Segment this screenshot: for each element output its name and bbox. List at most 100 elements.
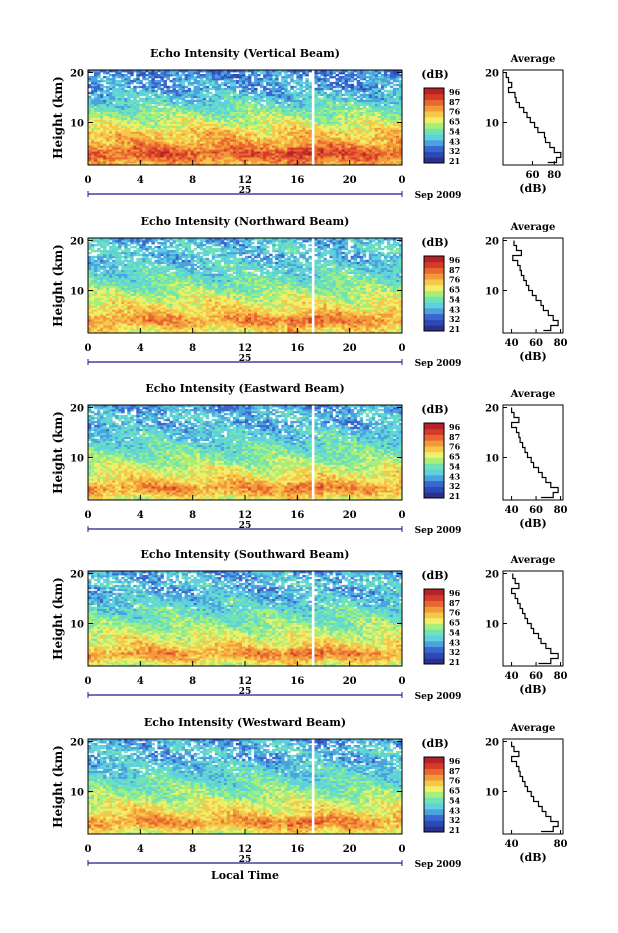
heatmap-cell bbox=[88, 96, 91, 98]
heatmap-cell bbox=[103, 96, 106, 98]
heatmap-cell bbox=[393, 84, 396, 86]
heatmap-cell bbox=[327, 78, 330, 80]
heatmap-cell bbox=[342, 98, 345, 100]
heatmap-cell bbox=[287, 82, 290, 84]
heatmap-cell bbox=[357, 96, 360, 98]
x-tick-label: 20 bbox=[343, 175, 357, 186]
heatmap-cell bbox=[275, 106, 278, 108]
panel-title: Echo Intensity (Northward Beam) bbox=[141, 215, 350, 228]
heatmap-cell bbox=[109, 74, 112, 76]
heatmap-cell bbox=[236, 86, 239, 88]
heatmap-cell bbox=[299, 100, 302, 102]
heatmap-cell bbox=[278, 102, 281, 104]
heatmap-cell bbox=[324, 92, 327, 94]
colorbar-swatch bbox=[424, 111, 444, 117]
heatmap-cell bbox=[336, 74, 339, 76]
heatmap-cell bbox=[248, 74, 251, 76]
heatmap-cell bbox=[115, 88, 118, 90]
heatmap-cell bbox=[293, 86, 296, 88]
heatmap-cell bbox=[251, 104, 254, 106]
heatmap-cell bbox=[366, 76, 369, 78]
heatmap-cell bbox=[384, 90, 387, 92]
heatmap-cell bbox=[185, 74, 188, 76]
heatmap-cell bbox=[154, 80, 157, 82]
heatmap-cell bbox=[133, 86, 136, 88]
heatmap-cell bbox=[266, 92, 269, 94]
heatmap-cell bbox=[348, 90, 351, 92]
heatmap-cell bbox=[209, 92, 212, 94]
heatmap-cell bbox=[194, 86, 197, 88]
colorbar-swatch bbox=[424, 134, 444, 140]
heatmap-cell bbox=[163, 80, 166, 82]
heatmap-cell bbox=[121, 74, 124, 76]
heatmap-cell bbox=[345, 74, 348, 76]
heatmap-cell bbox=[284, 106, 287, 108]
heatmap-cell bbox=[230, 96, 233, 98]
profile-x-tick-label: 60 bbox=[525, 170, 539, 181]
heatmap-cell bbox=[179, 74, 182, 76]
heatmap-cell bbox=[248, 102, 251, 104]
heatmap-cell bbox=[236, 74, 239, 76]
heatmap-cell bbox=[281, 76, 284, 78]
heatmap-cell bbox=[260, 104, 263, 106]
heatmap-cell bbox=[251, 96, 254, 98]
heatmap-cell bbox=[160, 84, 163, 86]
heatmap-cell bbox=[218, 84, 221, 86]
colorbar: 9687766554433221 bbox=[424, 87, 461, 166]
colorbar-tick-label: 21 bbox=[449, 156, 460, 166]
heatmap-cell bbox=[269, 88, 272, 90]
heatmap-cell bbox=[293, 90, 296, 92]
heatmap-cell bbox=[254, 88, 257, 90]
heatmap-cell bbox=[305, 78, 308, 80]
heatmap-cell bbox=[142, 98, 145, 100]
heatmap-cell bbox=[366, 108, 369, 110]
heatmap-cell bbox=[336, 104, 339, 106]
heatmap bbox=[88, 70, 402, 165]
panel-0: Echo Intensity (Vertical Beam)2010Height… bbox=[51, 47, 563, 201]
heatmap-cell bbox=[336, 90, 339, 92]
heatmap-cell bbox=[390, 106, 393, 108]
colorbar-tick-label: 65 bbox=[449, 117, 460, 127]
heatmap-cell bbox=[103, 90, 106, 92]
heatmap-cell bbox=[278, 82, 281, 84]
heatmap-cell bbox=[360, 108, 363, 110]
heatmap-cell bbox=[290, 92, 293, 94]
heatmap-cell bbox=[221, 88, 224, 90]
heatmap-cell bbox=[148, 96, 151, 98]
heatmap-cell bbox=[330, 92, 333, 94]
heatmap-cell bbox=[342, 76, 345, 78]
heatmap-cell bbox=[287, 104, 290, 106]
heatmap-cell bbox=[194, 104, 197, 106]
heatmap-cell bbox=[266, 88, 269, 90]
heatmap-cell bbox=[308, 82, 311, 84]
heatmap-cell bbox=[167, 86, 170, 88]
heatmap-cell bbox=[167, 108, 170, 110]
heatmap-cell bbox=[124, 98, 127, 100]
heatmap-cell bbox=[118, 80, 121, 82]
heatmap-cell bbox=[336, 78, 339, 80]
heatmap-cell bbox=[384, 94, 387, 96]
heatmap-cell bbox=[302, 86, 305, 88]
heatmap-cell bbox=[130, 100, 133, 102]
heatmap-cell bbox=[130, 80, 133, 82]
heatmap-cell bbox=[260, 90, 263, 92]
heatmap-cell bbox=[317, 98, 320, 100]
day-label: 25 bbox=[239, 186, 252, 196]
heatmap-cell bbox=[127, 90, 130, 92]
heatmap-cell bbox=[103, 80, 106, 82]
heatmap-cell bbox=[305, 92, 308, 94]
colorbar-tick-label: 87 bbox=[449, 97, 460, 107]
colorbar-swatch bbox=[424, 157, 444, 163]
heatmap-cell bbox=[317, 76, 320, 78]
heatmap-cell bbox=[136, 100, 139, 102]
heatmap-cell bbox=[348, 84, 351, 86]
heatmap-cell bbox=[151, 106, 154, 108]
heatmap-cell bbox=[287, 74, 290, 76]
heatmap-cell bbox=[263, 86, 266, 88]
heatmap-cell bbox=[251, 82, 254, 84]
heatmap-cell bbox=[333, 90, 336, 92]
heatmap-cell bbox=[191, 82, 194, 84]
heatmap-cell bbox=[160, 108, 163, 110]
heatmap-cell bbox=[112, 74, 115, 76]
